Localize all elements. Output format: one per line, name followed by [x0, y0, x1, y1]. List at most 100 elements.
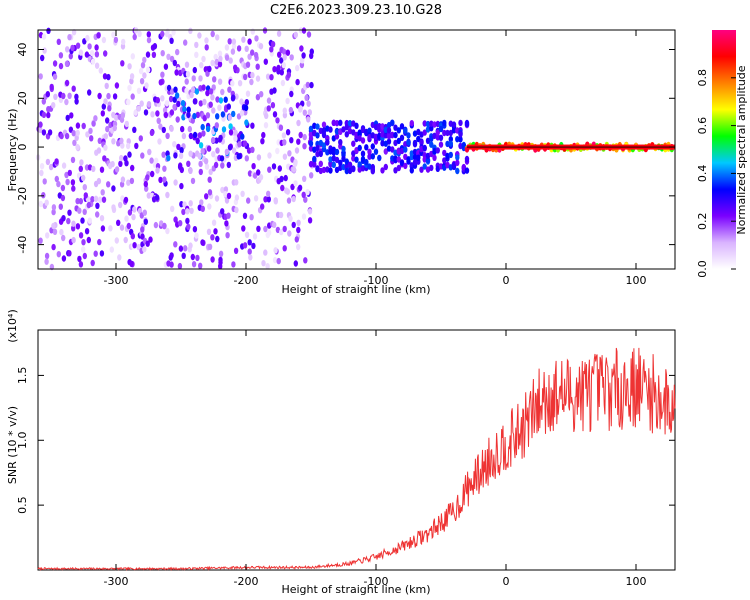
colorbar-gradient	[712, 30, 736, 269]
spectrogram-cell	[249, 214, 254, 221]
spectrogram-cell	[103, 98, 108, 105]
spectrogram-cell	[403, 127, 408, 134]
spectrogram-cell	[99, 166, 105, 173]
y-tick-label: 0.5	[16, 496, 29, 514]
spectrogram-cell	[198, 168, 203, 176]
spectrogram-cell	[113, 36, 119, 44]
spectrogram-cell	[373, 148, 379, 155]
spectrogram-cell	[237, 141, 242, 148]
spectrogram-cell	[301, 213, 307, 220]
spectrogram-cell	[435, 147, 440, 154]
spectrogram-cell	[217, 78, 223, 85]
spectrogram-cell	[188, 167, 193, 174]
spectrogram-cell	[226, 103, 231, 110]
spectrogram-cell	[373, 133, 379, 140]
spectrogram-cell	[190, 177, 196, 185]
spectrogram-cell	[298, 131, 303, 139]
spectrogram-cell	[307, 208, 313, 215]
spectrogram-cell	[120, 142, 125, 149]
spectrogram-cell	[285, 49, 291, 56]
spectrogram-cell	[81, 239, 86, 246]
spectrogram-cell	[101, 36, 107, 44]
spectrogram-cell	[224, 54, 230, 61]
spectrogram-cell	[84, 51, 90, 58]
spectrogram-cell	[245, 90, 251, 97]
spectrogram-cell	[250, 28, 255, 35]
spectrogram-cell	[210, 234, 215, 241]
spectrogram-cell	[251, 163, 256, 170]
spectrogram-cell	[172, 141, 177, 148]
spectrogram-cell	[58, 52, 64, 59]
spectrogram-cell	[294, 147, 300, 154]
spectrogram-cell	[293, 260, 298, 267]
spectrogram-cell	[173, 152, 178, 159]
spectrogram-cell	[290, 183, 295, 191]
y-tick-label: 1.5	[16, 367, 29, 385]
spectrogram-cell	[160, 30, 165, 38]
spectrogram-cell	[214, 137, 219, 144]
spectrogram-cell	[281, 61, 286, 69]
spectrogram-cell	[200, 205, 205, 212]
spectrogram-cell	[204, 193, 209, 200]
y-tick-label: 40	[16, 43, 29, 57]
spectrogram-cell	[393, 149, 398, 156]
spectrogram-cell	[64, 60, 70, 67]
spectrogram-cell	[260, 138, 265, 145]
spectrogram-cell	[291, 221, 296, 229]
spectrogram-cell	[53, 93, 58, 101]
spectrogram-cell	[287, 150, 292, 157]
spectrogram-cell	[186, 106, 191, 113]
spectrogram-cell	[130, 233, 135, 240]
spectrogram-cell	[247, 239, 252, 246]
spectrogram-cell	[150, 170, 155, 178]
spectrogram-cell	[458, 119, 463, 127]
spectrogram-cell	[412, 154, 418, 161]
spectrogram-cell	[231, 110, 236, 118]
spectrogram-cell	[207, 65, 212, 73]
spectrogram-cell	[100, 110, 106, 117]
spectrogram-cell	[307, 109, 312, 116]
spectrogram-cell	[97, 196, 103, 203]
spectrogram-cell	[199, 61, 204, 69]
spectrogram-cell	[95, 211, 100, 218]
spectrogram-cell	[213, 228, 218, 235]
spectrogram-cell	[267, 166, 272, 173]
spectrogram-cell	[97, 137, 103, 144]
spectrogram-cell	[302, 175, 307, 182]
spectrogram-cell	[165, 132, 170, 140]
spectrogram-cell	[60, 184, 66, 192]
spectrogram-cell	[192, 66, 197, 74]
spectrogram-cell	[45, 232, 50, 239]
spectrogram-cell	[367, 153, 372, 160]
spectrogram-cell	[132, 206, 137, 213]
spectrogram-cell	[448, 151, 453, 159]
spectrogram-cell	[276, 64, 281, 72]
spectrogram-cell	[89, 50, 95, 57]
spectrogram-cell	[266, 229, 272, 236]
spectrogram-cell	[114, 237, 120, 244]
spectrogram-cell	[243, 104, 249, 112]
spectrogram-cell	[67, 169, 73, 177]
spectrogram-cell	[277, 165, 282, 172]
spectrogram-cell	[227, 86, 232, 93]
spectrogram-cell	[255, 63, 260, 70]
spectrogram-cell	[458, 142, 463, 150]
spectrogram-cell	[429, 164, 434, 172]
spectrogram-cell	[150, 111, 155, 118]
spectrogram-cell	[169, 37, 174, 44]
spectrogram-cell	[331, 119, 336, 127]
spectrogram-cell	[244, 119, 249, 126]
spectrogram-cell	[266, 190, 271, 197]
spectrogram-cell	[249, 78, 254, 86]
spectrogram-cell	[208, 88, 214, 95]
spectrogram-cell	[451, 121, 457, 128]
spectrogram-cell	[44, 258, 49, 265]
spectrogram-cell	[455, 154, 460, 161]
spectrogram-cell	[164, 100, 170, 107]
x-tick-label: -200	[234, 575, 259, 588]
spectrogram-cell	[220, 208, 225, 215]
spectrogram-cell	[210, 94, 215, 101]
spectrogram-cell	[256, 169, 261, 176]
spectrogram-cell	[39, 169, 44, 177]
spectrogram-cell	[166, 154, 171, 162]
